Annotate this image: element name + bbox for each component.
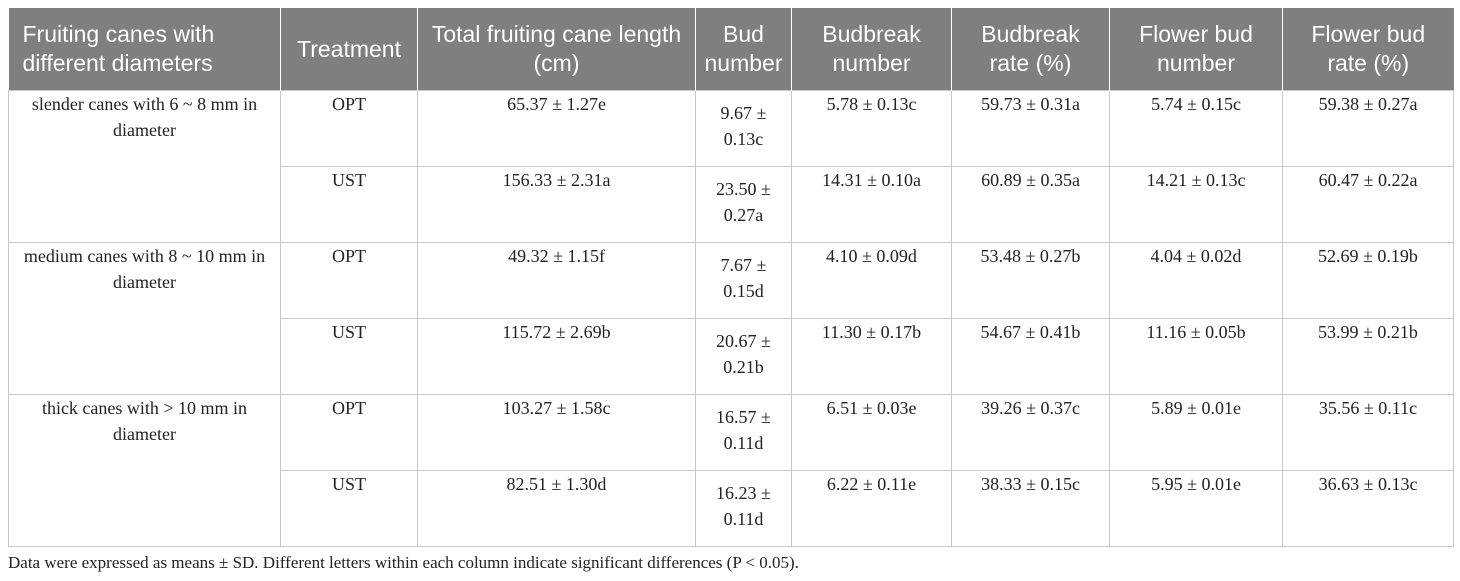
table-footnote: Data were expressed as means ± SD. Diffe… bbox=[8, 553, 799, 572]
budbreak-number-cell: 6.51 ± 0.03e bbox=[791, 394, 952, 471]
flower-bud-number-cell: 4.04 ± 0.02d bbox=[1109, 242, 1283, 319]
results-table: Fruiting canes with different diameters … bbox=[8, 8, 1454, 547]
table-row: slender canes with 6 ~ 8 mm in diameter … bbox=[8, 90, 1454, 243]
flower-bud-rate-cell: 35.56 ± 0.11c bbox=[1282, 394, 1454, 471]
bud-number-cell: 7.67 ± 0.15d bbox=[695, 242, 792, 319]
table-row: UST 156.33 ± 2.31a 23.50 ± 0.27a 14.31 ±… bbox=[9, 166, 1454, 243]
budbreak-rate-cell: 60.89 ± 0.35a bbox=[951, 166, 1110, 243]
header-budbreak-number: Budbreak number bbox=[791, 8, 952, 91]
flower-bud-number-cell: 5.74 ± 0.15c bbox=[1109, 90, 1283, 167]
flower-bud-rate-cell: 59.38 ± 0.27a bbox=[1282, 90, 1454, 167]
flower-bud-rate-cell: 53.99 ± 0.21b bbox=[1282, 318, 1454, 395]
length-cell: 82.51 ± 1.30d bbox=[417, 470, 696, 547]
table-row: UST 115.72 ± 2.69b 20.67 ± 0.21b 11.30 ±… bbox=[9, 318, 1454, 395]
budbreak-number-cell: 11.30 ± 0.17b bbox=[791, 318, 952, 395]
length-cell: 65.37 ± 1.27e bbox=[417, 90, 696, 167]
flower-bud-rate-cell: 36.63 ± 0.13c bbox=[1282, 470, 1454, 547]
header-flower-bud-rate: Flower bud rate (%) bbox=[1282, 8, 1454, 91]
group-label: medium canes with 8 ~ 10 mm in diameter bbox=[8, 242, 281, 395]
group-label: slender canes with 6 ~ 8 mm in diameter bbox=[8, 90, 281, 243]
header-cane-diameter: Fruiting canes with different diameters bbox=[8, 8, 281, 91]
bud-number-cell: 16.57 ± 0.11d bbox=[695, 394, 792, 471]
table-row: medium canes with 8 ~ 10 mm in diameter … bbox=[8, 242, 1454, 395]
bud-number-value: 23.50 ± 0.27a bbox=[716, 179, 771, 225]
length-cell: 103.27 ± 1.58c bbox=[417, 394, 696, 471]
treatment-cell: OPT bbox=[280, 242, 418, 319]
bud-number-value: 7.67 ± 0.15d bbox=[720, 255, 767, 301]
flower-bud-number-cell: 5.89 ± 0.01e bbox=[1109, 394, 1283, 471]
treatment-cell: UST bbox=[280, 318, 418, 395]
budbreak-rate-cell: 54.67 ± 0.41b bbox=[951, 318, 1110, 395]
bud-number-value: 16.57 ± 0.11d bbox=[716, 407, 771, 453]
flower-bud-number-cell: 11.16 ± 0.05b bbox=[1109, 318, 1283, 395]
budbreak-number-cell: 5.78 ± 0.13c bbox=[791, 90, 952, 167]
budbreak-number-cell: 14.31 ± 0.10a bbox=[791, 166, 952, 243]
treatment-cell: UST bbox=[280, 470, 418, 547]
treatment-cell: UST bbox=[280, 166, 418, 243]
budbreak-number-cell: 6.22 ± 0.11e bbox=[791, 470, 952, 547]
header-row: Fruiting canes with different diameters … bbox=[8, 8, 1454, 91]
header-budbreak-rate: Budbreak rate (%) bbox=[951, 8, 1110, 91]
treatment-cell: OPT bbox=[280, 394, 418, 471]
bud-number-cell: 20.67 ± 0.21b bbox=[695, 318, 792, 395]
header-total-length: Total fruiting cane length (cm) bbox=[417, 8, 696, 91]
bud-number-cell: 16.23 ± 0.11d bbox=[695, 470, 792, 547]
budbreak-rate-cell: 59.73 ± 0.31a bbox=[951, 90, 1110, 167]
length-cell: 115.72 ± 2.69b bbox=[417, 318, 696, 395]
header-flower-bud-number: Flower bud number bbox=[1109, 8, 1283, 91]
bud-number-value: 16.23 ± 0.11d bbox=[716, 483, 771, 529]
flower-bud-number-cell: 14.21 ± 0.13c bbox=[1109, 166, 1283, 243]
bud-number-cell: 9.67 ± 0.13c bbox=[695, 90, 792, 167]
flower-bud-number-cell: 5.95 ± 0.01e bbox=[1109, 470, 1283, 547]
table-row: thick canes with > 10 mm in diameter OPT… bbox=[8, 394, 1454, 547]
flower-bud-rate-cell: 52.69 ± 0.19b bbox=[1282, 242, 1454, 319]
bud-number-value: 9.67 ± 0.13c bbox=[720, 103, 767, 149]
group-label: thick canes with > 10 mm in diameter bbox=[8, 394, 281, 547]
budbreak-number-cell: 4.10 ± 0.09d bbox=[791, 242, 952, 319]
length-cell: 49.32 ± 1.15f bbox=[417, 242, 696, 319]
header-treatment: Treatment bbox=[280, 8, 418, 91]
budbreak-rate-cell: 38.33 ± 0.15c bbox=[951, 470, 1110, 547]
header-bud-number: Bud number bbox=[695, 8, 792, 91]
treatment-cell: OPT bbox=[280, 90, 418, 167]
bud-number-cell: 23.50 ± 0.27a bbox=[695, 166, 792, 243]
bud-number-value: 20.67 ± 0.21b bbox=[716, 331, 771, 377]
budbreak-rate-cell: 53.48 ± 0.27b bbox=[951, 242, 1110, 319]
table-row: UST 82.51 ± 1.30d 16.23 ± 0.11d 6.22 ± 0… bbox=[9, 470, 1454, 547]
flower-bud-rate-cell: 60.47 ± 0.22a bbox=[1282, 166, 1454, 243]
budbreak-rate-cell: 39.26 ± 0.37c bbox=[951, 394, 1110, 471]
length-cell: 156.33 ± 2.31a bbox=[417, 166, 696, 243]
